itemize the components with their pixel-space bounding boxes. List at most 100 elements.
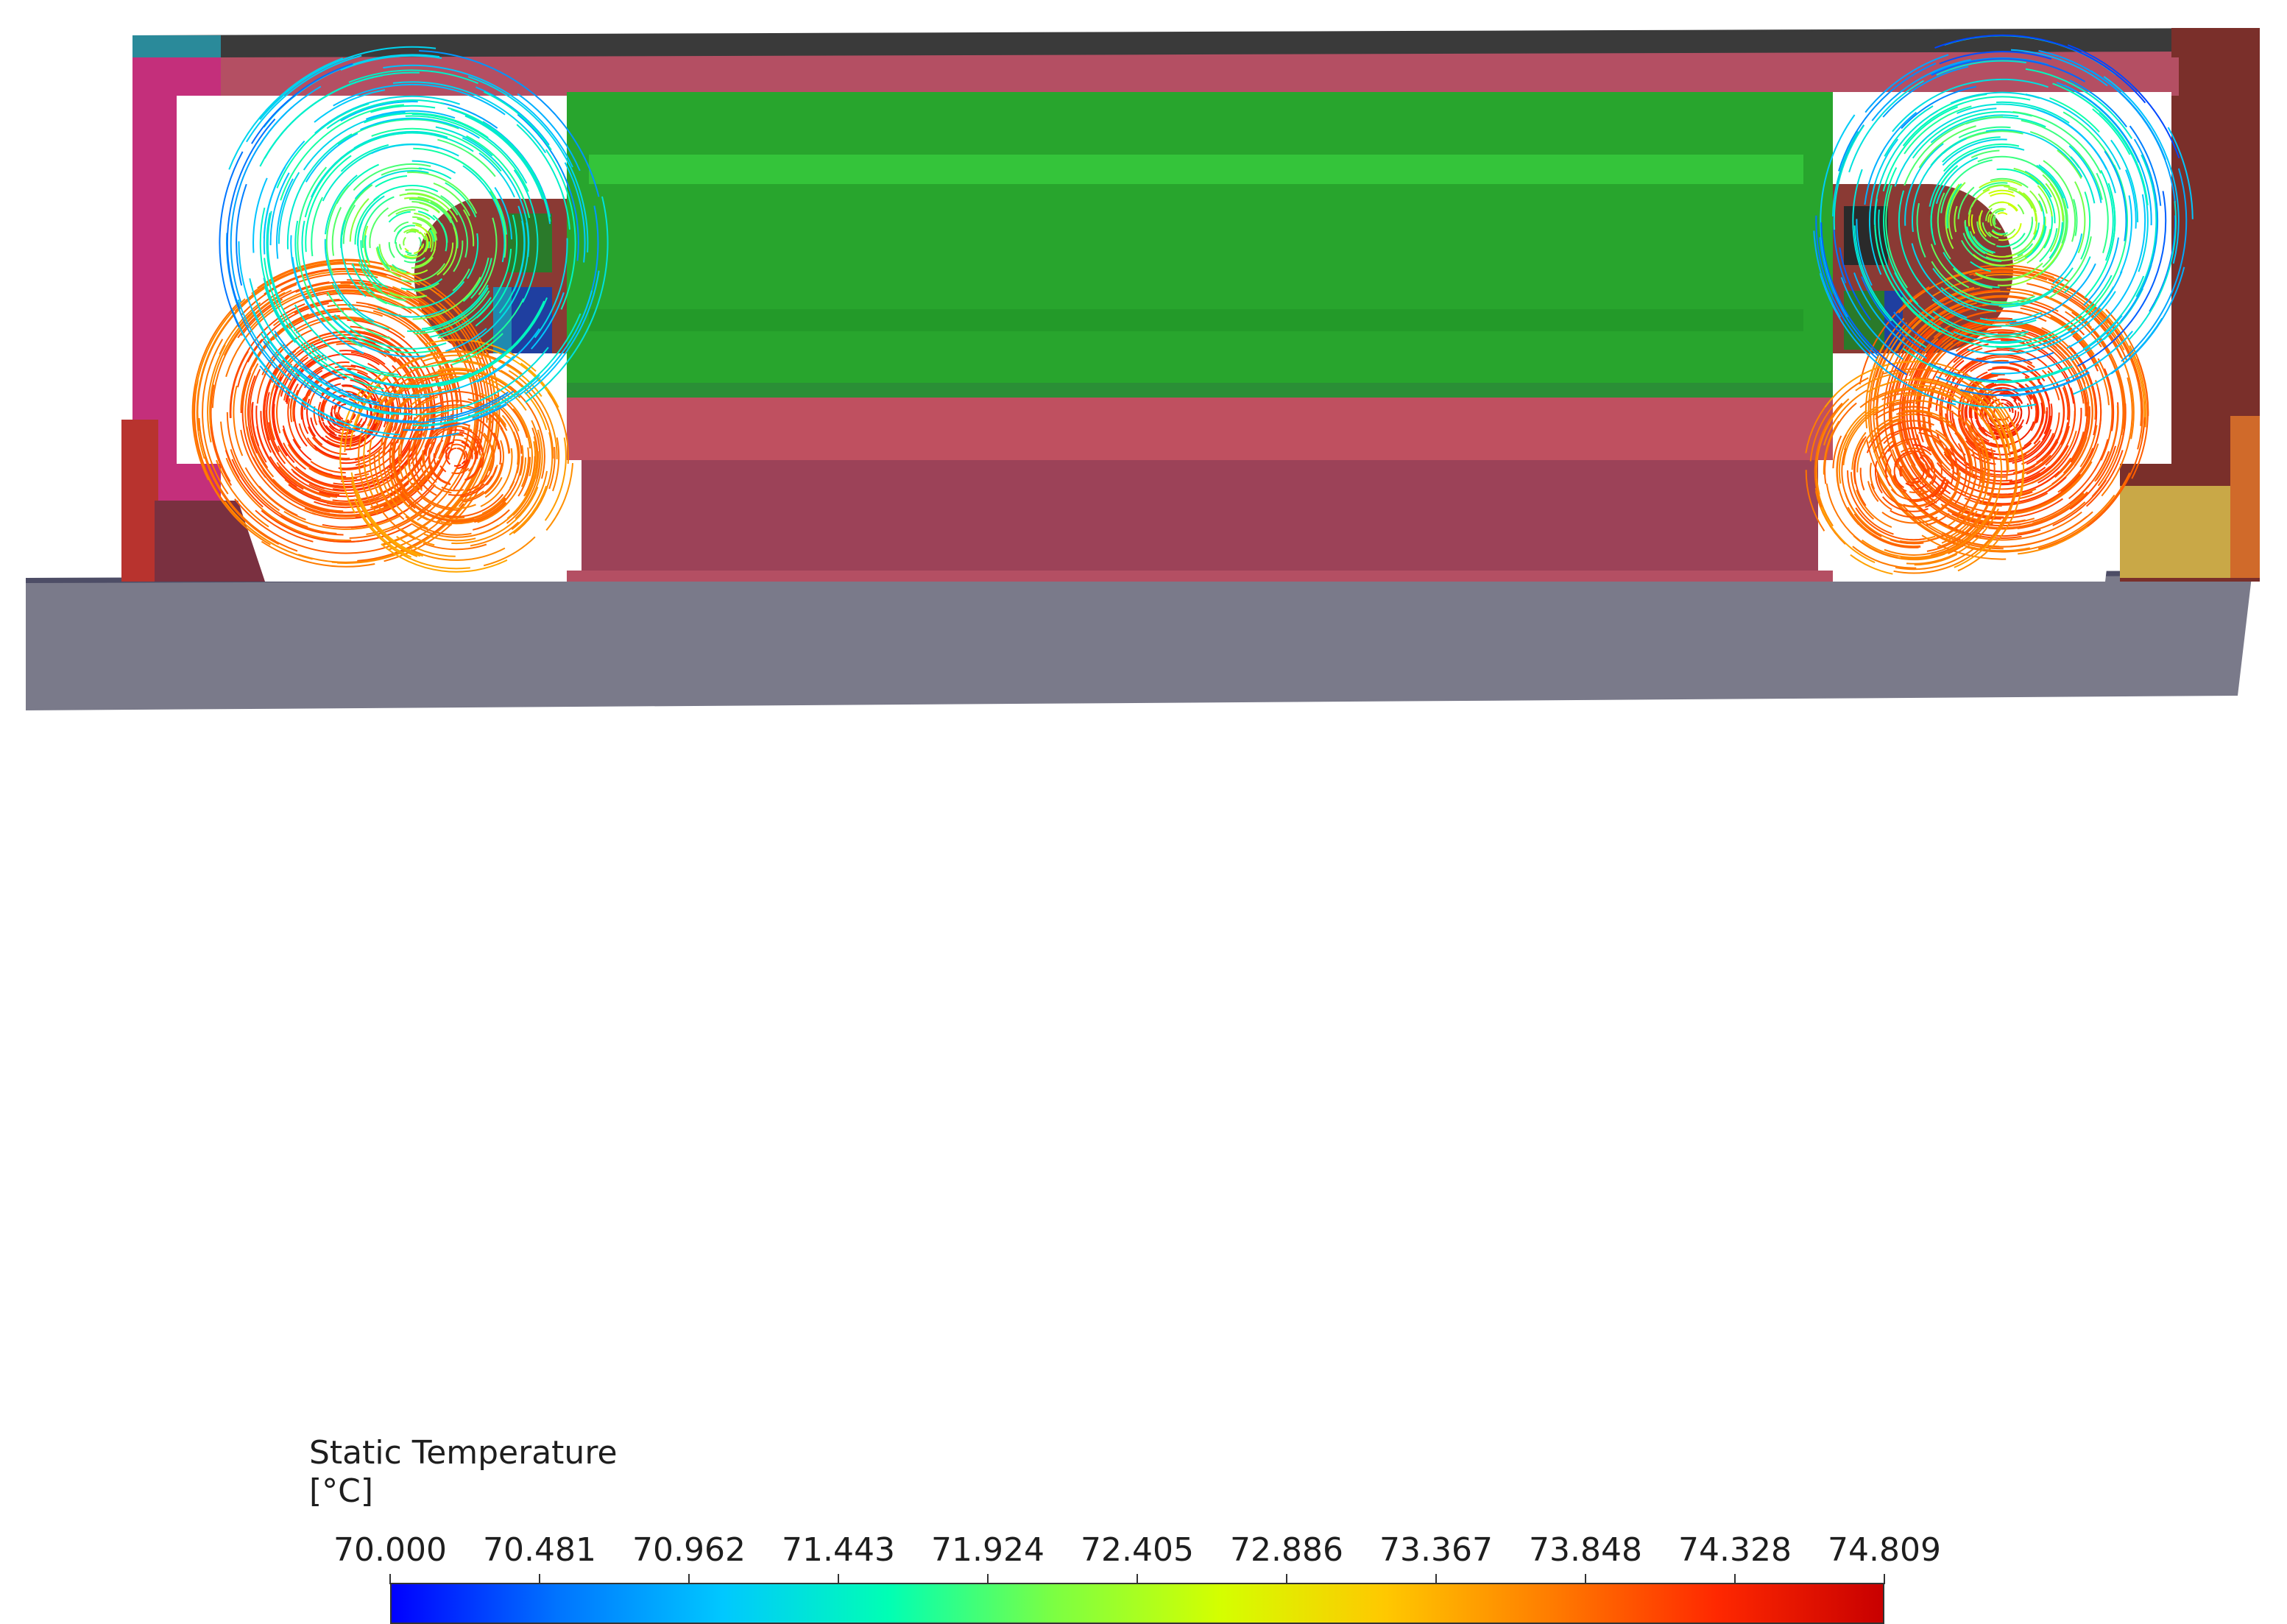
streamline — [429, 229, 436, 242]
streamline — [463, 462, 503, 503]
streamline — [269, 456, 304, 490]
streamline — [224, 501, 275, 546]
streamline — [1875, 406, 1916, 420]
legend-tick-label: 74.809 — [1828, 1531, 1941, 1569]
streamline — [314, 286, 432, 321]
streamline — [396, 535, 456, 557]
streamline — [375, 175, 408, 188]
streamline — [1839, 247, 1871, 321]
streamline — [451, 467, 470, 475]
streamline — [2077, 191, 2167, 367]
streamline — [474, 502, 507, 523]
streamline — [483, 536, 536, 567]
streamline — [270, 339, 321, 396]
streamline — [1820, 506, 1876, 564]
streamline — [1890, 470, 1906, 494]
streamline — [194, 298, 246, 395]
streamline — [1931, 277, 1983, 297]
streamline — [436, 369, 521, 398]
legend-tick-label: 70.000 — [333, 1531, 447, 1569]
streamline — [427, 241, 430, 249]
streamline — [407, 287, 489, 332]
streamline — [1887, 438, 1919, 453]
streamline — [209, 311, 254, 427]
streamline — [284, 479, 383, 504]
streamline — [2120, 138, 2159, 322]
streamline — [2049, 97, 2100, 133]
streamline — [1987, 213, 1991, 223]
streamline — [1898, 268, 2061, 314]
streamline — [413, 147, 483, 180]
streamline — [1870, 483, 1892, 511]
streamline — [461, 449, 466, 460]
streamline — [437, 297, 548, 387]
streamline — [326, 292, 412, 314]
streamline — [283, 517, 344, 536]
streamline — [269, 172, 290, 246]
streamline — [517, 113, 579, 261]
streamline — [251, 63, 353, 144]
streamline — [1847, 506, 1920, 548]
streamline — [1972, 182, 2008, 197]
streamline — [2062, 401, 2090, 474]
streamline — [1987, 367, 2030, 378]
streamline — [513, 205, 526, 292]
streamline — [251, 260, 370, 294]
streamline — [2037, 193, 2048, 214]
streamline — [1861, 276, 1926, 352]
streamline — [418, 167, 452, 180]
streamline — [1984, 423, 2003, 523]
streamline — [432, 375, 512, 400]
streamline — [1885, 185, 1908, 289]
streamline — [289, 310, 344, 330]
streamline — [2015, 267, 2074, 306]
streamline — [457, 459, 469, 470]
streamline — [1929, 362, 2005, 382]
streamline — [1988, 491, 2088, 530]
streamline — [1902, 409, 1953, 425]
streamline — [1925, 496, 1943, 508]
streamline — [1931, 57, 2086, 82]
streamline — [1918, 431, 1944, 447]
streamline — [2052, 233, 2083, 285]
streamline — [476, 248, 512, 319]
temperature-streamlines — [191, 34, 2194, 575]
streamline — [1973, 254, 2027, 266]
streamline — [1935, 384, 1943, 412]
legend-tick-label: 72.405 — [1081, 1531, 1194, 1569]
streamline — [1852, 169, 1892, 322]
streamline — [2045, 183, 2060, 253]
streamline — [1948, 182, 1966, 240]
streamline — [482, 445, 495, 484]
streamline — [304, 497, 406, 518]
streamline — [2026, 228, 2051, 264]
streamline — [276, 382, 284, 434]
streamline — [1873, 401, 1915, 416]
streamline — [410, 470, 423, 490]
streamline — [403, 403, 507, 431]
streamline — [447, 107, 551, 222]
streamline — [1909, 384, 1996, 441]
streamline — [1990, 177, 2029, 188]
streamline — [333, 83, 506, 116]
streamline — [484, 439, 504, 495]
streamline — [2020, 304, 2079, 336]
streamline — [2101, 377, 2133, 497]
streamline — [229, 303, 305, 418]
streamline — [1902, 96, 2031, 146]
streamline — [411, 482, 453, 509]
streamline — [1926, 512, 1950, 526]
streamline — [240, 429, 317, 515]
streamline — [392, 286, 446, 323]
streamline — [334, 365, 356, 369]
streamline — [395, 241, 407, 259]
streamline — [1867, 481, 1879, 502]
streamline — [2008, 410, 2017, 425]
streamline — [1996, 168, 2040, 186]
streamline — [367, 303, 455, 392]
streamline — [378, 451, 428, 529]
streamline — [338, 413, 344, 420]
streamline — [462, 459, 470, 470]
streamline — [333, 314, 447, 350]
streamline — [480, 392, 520, 431]
